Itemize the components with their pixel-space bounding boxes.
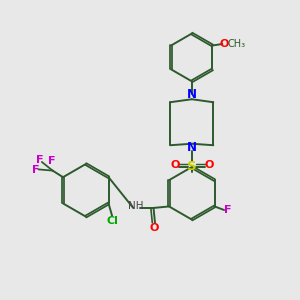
Text: NH: NH	[128, 201, 143, 212]
Text: O: O	[204, 160, 214, 170]
Text: Cl: Cl	[106, 216, 118, 226]
Text: O: O	[220, 39, 229, 49]
Text: F: F	[32, 165, 40, 175]
Text: F: F	[224, 205, 232, 215]
Text: O: O	[170, 160, 179, 170]
Text: N: N	[187, 141, 197, 154]
Text: O: O	[150, 223, 159, 233]
Text: N: N	[187, 88, 197, 101]
Text: S: S	[187, 160, 196, 173]
Text: F: F	[48, 156, 56, 166]
Text: F: F	[36, 155, 44, 165]
Text: CH₃: CH₃	[227, 39, 245, 49]
